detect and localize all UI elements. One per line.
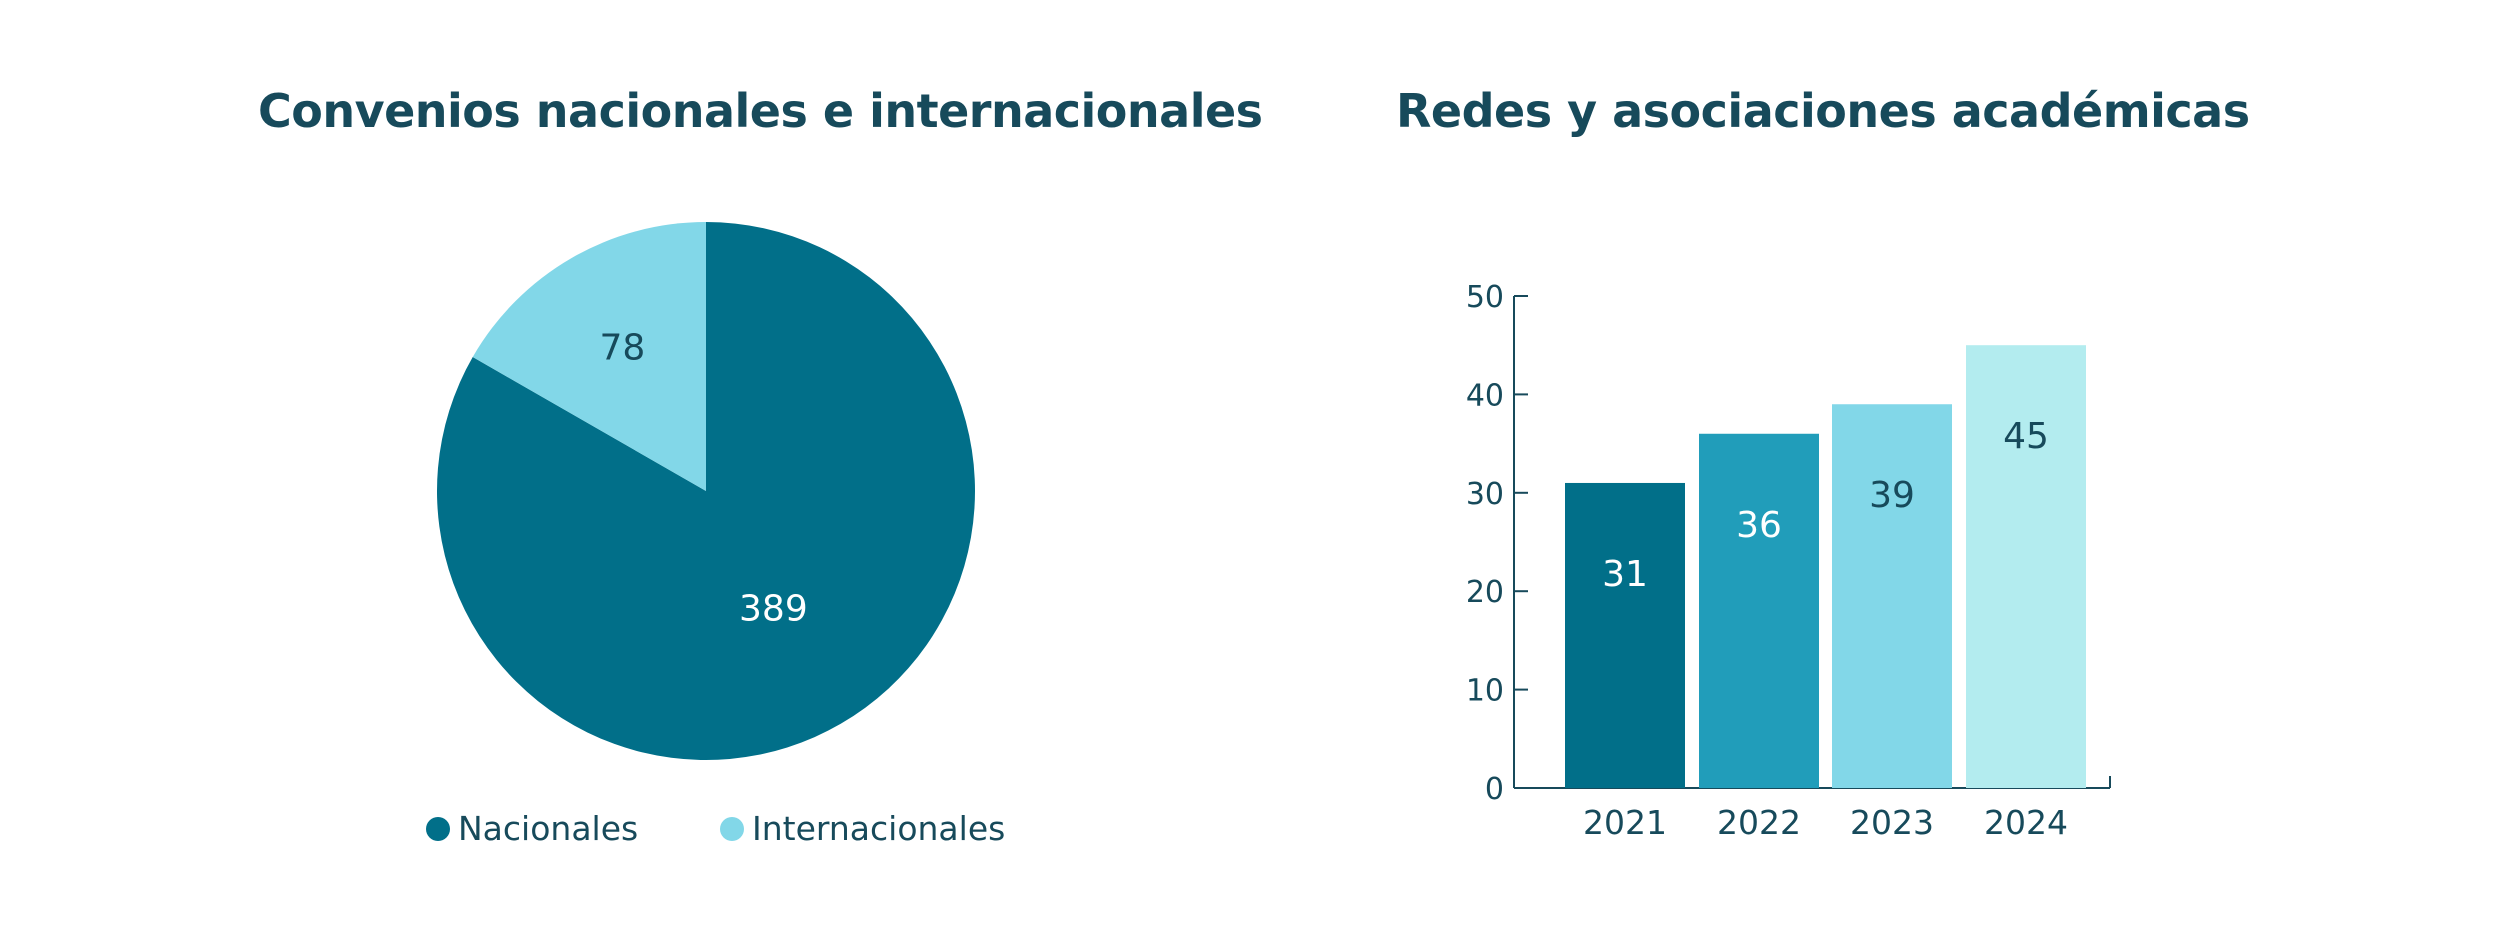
pie-value-label: 78 — [600, 328, 646, 369]
y-tick-label: 20 — [1466, 575, 1504, 610]
bar-chart-title: Redes y asociaciones académicas — [1396, 84, 2250, 138]
y-tick-label: 40 — [1466, 378, 1504, 413]
legend-item-internacionales: Internacionales — [720, 809, 1005, 848]
x-tick-label: 2021 — [1583, 803, 1667, 842]
legend-item-nacionales: Nacionales — [426, 809, 638, 848]
y-tick-label: 30 — [1466, 477, 1504, 512]
bar-2021 — [1565, 482, 1685, 788]
bar-2023 — [1832, 404, 1952, 788]
bar-value-label: 45 — [2003, 416, 2049, 457]
pie-value-label: 389 — [739, 588, 808, 629]
bar-value-label: 31 — [1602, 554, 1648, 595]
bar-2022 — [1699, 433, 1819, 788]
legend-swatch-nacionales — [426, 816, 450, 841]
x-tick-label: 2024 — [1984, 803, 2068, 842]
legend-label: Internacionales — [752, 809, 1006, 848]
pie-chart-title: Convenios nacionales e internacionales — [258, 84, 1263, 138]
y-tick-label: 0 — [1485, 772, 1504, 807]
pie-slice-internacionales — [472, 221, 706, 491]
x-tick-label: 2022 — [1717, 803, 1801, 842]
bar-value-label: 39 — [1869, 475, 1915, 516]
y-tick-label: 10 — [1466, 674, 1504, 709]
bar-value-label: 36 — [1736, 505, 1782, 546]
legend-label: Nacionales — [458, 809, 639, 848]
y-tick-label: 50 — [1466, 280, 1504, 315]
x-tick-label: 2023 — [1850, 803, 1934, 842]
legend-swatch-internacionales — [720, 816, 744, 841]
bar-2024 — [1966, 345, 2086, 788]
